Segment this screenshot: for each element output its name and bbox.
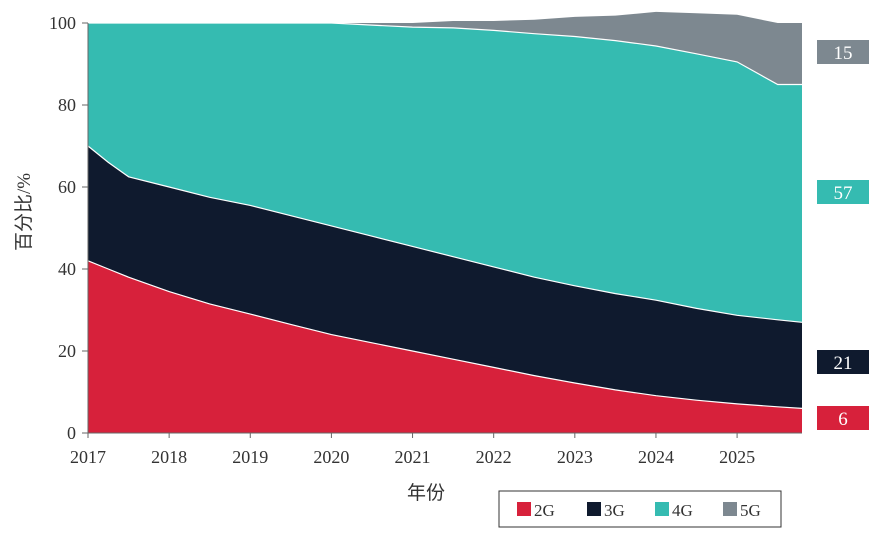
x-tick-label-2024: 2024 (638, 447, 674, 467)
end-label-box-2g (817, 406, 869, 430)
x-tick-label-2022: 2022 (476, 447, 512, 467)
legend: 2G 3G 4G 5G (498, 490, 782, 528)
divider-line-2g (87, 260, 803, 409)
x-tick-label-2023: 2023 (557, 447, 593, 467)
y-tick-label-100: 100 (49, 13, 76, 33)
end-label-box-4g (817, 180, 869, 204)
end-label-box-5g (817, 40, 869, 64)
area-series-5g (88, 11, 802, 85)
x-tick-label-2017: 2017 (70, 447, 106, 467)
end-label-5g: 15 (834, 43, 853, 64)
x-tick-label-2025: 2025 (719, 447, 755, 467)
y-tick-label-80: 80 (58, 95, 76, 115)
end-label-4g: 57 (834, 183, 853, 204)
area-series-3g (88, 146, 802, 409)
legend-label-5g: 5G (740, 501, 761, 520)
legend-swatch-5g (723, 502, 737, 516)
series-dividers (87, 22, 803, 409)
x-tick-label-2020: 2020 (313, 447, 349, 467)
y-tick-label-0: 0 (67, 423, 76, 443)
y-tick-label-40: 40 (58, 259, 76, 279)
end-value-labels: 15 57 21 6 (817, 40, 869, 430)
legend-label-4g: 4G (672, 501, 693, 520)
y-tick-label-60: 60 (58, 177, 76, 197)
y-axis-title: 百分比/% (13, 173, 35, 251)
x-tick-label-2019: 2019 (232, 447, 268, 467)
area-series-4g (88, 23, 802, 323)
legend-label-2g: 2G (534, 501, 555, 520)
x-tick-label-2021: 2021 (395, 447, 431, 467)
legend-swatch-3g (587, 502, 601, 516)
divider-line-4g (88, 22, 802, 86)
divider-line-3g (87, 145, 803, 323)
x-axis-title: 年份 (407, 482, 445, 504)
legend-label-3g: 3G (604, 501, 625, 520)
end-label-2g: 6 (838, 409, 848, 430)
x-tick-label-2018: 2018 (151, 447, 187, 467)
end-label-box-3g (817, 350, 869, 374)
end-label-3g: 21 (834, 353, 853, 374)
legend-swatch-2g (517, 502, 531, 516)
legend-swatch-4g (655, 502, 669, 516)
axes: 0 20 40 60 80 100 2017 2018 2019 2020 2021 2022 2023… (13, 13, 802, 504)
area-series-2g (88, 260, 802, 433)
y-tick-label-20: 20 (58, 341, 76, 361)
series-areas (88, 11, 802, 433)
